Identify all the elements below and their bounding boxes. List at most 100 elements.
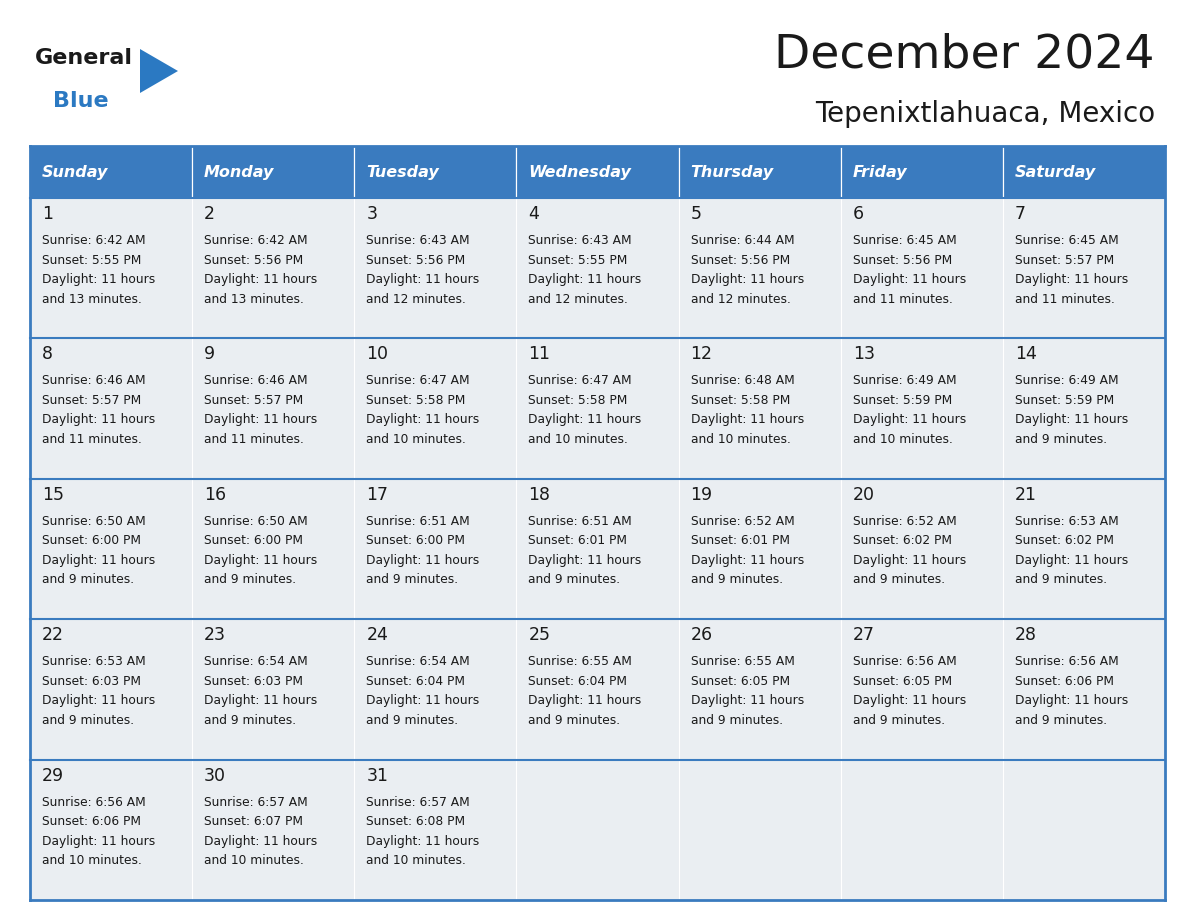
Bar [517, 198, 678, 339]
Text: and 12 minutes.: and 12 minutes. [529, 293, 628, 306]
Bar [192, 759, 354, 900]
Text: Sunset: 5:57 PM: Sunset: 5:57 PM [42, 394, 141, 407]
Text: Daylight: 11 hours: Daylight: 11 hours [42, 554, 156, 566]
Text: Daylight: 11 hours: Daylight: 11 hours [853, 694, 966, 707]
Text: 6: 6 [853, 205, 864, 223]
Text: Friday: Friday [853, 164, 908, 180]
Text: 31: 31 [366, 767, 388, 785]
Text: 29: 29 [42, 767, 64, 785]
Bar [1003, 620, 1165, 759]
Text: Daylight: 11 hours: Daylight: 11 hours [204, 273, 317, 286]
Text: Daylight: 11 hours: Daylight: 11 hours [690, 554, 804, 566]
Text: Sunrise: 6:45 AM: Sunrise: 6:45 AM [853, 234, 956, 247]
Bar [841, 620, 1003, 759]
Text: Sunrise: 6:43 AM: Sunrise: 6:43 AM [366, 234, 470, 247]
Text: and 9 minutes.: and 9 minutes. [529, 713, 620, 727]
Bar [1003, 198, 1165, 339]
Text: Sunset: 5:58 PM: Sunset: 5:58 PM [366, 394, 466, 407]
Text: 20: 20 [853, 486, 874, 504]
Text: Sunset: 6:08 PM: Sunset: 6:08 PM [366, 815, 466, 828]
Bar [30, 759, 192, 900]
Text: and 9 minutes.: and 9 minutes. [853, 574, 944, 587]
Text: 10: 10 [366, 345, 388, 364]
Text: Sunrise: 6:43 AM: Sunrise: 6:43 AM [529, 234, 632, 247]
Bar [517, 759, 678, 900]
Bar [841, 339, 1003, 479]
Text: Sunrise: 6:44 AM: Sunrise: 6:44 AM [690, 234, 795, 247]
Text: Daylight: 11 hours: Daylight: 11 hours [366, 694, 480, 707]
Text: and 11 minutes.: and 11 minutes. [853, 293, 953, 306]
Text: 14: 14 [1015, 345, 1037, 364]
Text: Sunset: 6:00 PM: Sunset: 6:00 PM [42, 534, 141, 547]
Text: and 9 minutes.: and 9 minutes. [529, 574, 620, 587]
Text: Daylight: 11 hours: Daylight: 11 hours [204, 694, 317, 707]
Text: Sunset: 6:02 PM: Sunset: 6:02 PM [853, 534, 952, 547]
Text: Daylight: 11 hours: Daylight: 11 hours [529, 413, 642, 426]
Text: and 9 minutes.: and 9 minutes. [42, 713, 134, 727]
Bar [678, 620, 841, 759]
Text: and 10 minutes.: and 10 minutes. [42, 854, 141, 868]
Text: Sunrise: 6:46 AM: Sunrise: 6:46 AM [42, 375, 146, 387]
Bar [1003, 479, 1165, 620]
Text: Daylight: 11 hours: Daylight: 11 hours [42, 413, 156, 426]
Text: Sunrise: 6:57 AM: Sunrise: 6:57 AM [204, 796, 308, 809]
Text: 3: 3 [366, 205, 378, 223]
Text: 12: 12 [690, 345, 713, 364]
Text: Daylight: 11 hours: Daylight: 11 hours [1015, 273, 1129, 286]
Text: Monday: Monday [204, 164, 274, 180]
Text: General: General [34, 48, 133, 68]
Text: Daylight: 11 hours: Daylight: 11 hours [42, 834, 156, 847]
Bar [30, 146, 192, 198]
Text: Daylight: 11 hours: Daylight: 11 hours [366, 554, 480, 566]
Text: Tuesday: Tuesday [366, 164, 440, 180]
Bar [30, 339, 192, 479]
Bar [678, 339, 841, 479]
Text: Sunrise: 6:46 AM: Sunrise: 6:46 AM [204, 375, 308, 387]
Text: Daylight: 11 hours: Daylight: 11 hours [1015, 694, 1129, 707]
Bar [354, 146, 517, 198]
Bar [678, 198, 841, 339]
Bar [517, 620, 678, 759]
Text: Sunset: 5:59 PM: Sunset: 5:59 PM [1015, 394, 1114, 407]
Text: and 9 minutes.: and 9 minutes. [366, 713, 459, 727]
Text: and 12 minutes.: and 12 minutes. [366, 293, 466, 306]
Text: Daylight: 11 hours: Daylight: 11 hours [690, 413, 804, 426]
Text: Sunrise: 6:51 AM: Sunrise: 6:51 AM [529, 515, 632, 528]
Text: Sunset: 6:01 PM: Sunset: 6:01 PM [529, 534, 627, 547]
Text: 25: 25 [529, 626, 550, 644]
Bar [517, 146, 678, 198]
Text: Sunset: 5:55 PM: Sunset: 5:55 PM [42, 253, 141, 266]
Text: Sunset: 6:04 PM: Sunset: 6:04 PM [529, 675, 627, 688]
Text: Daylight: 11 hours: Daylight: 11 hours [853, 554, 966, 566]
Text: Sunset: 5:55 PM: Sunset: 5:55 PM [529, 253, 627, 266]
Bar [517, 479, 678, 620]
Bar [192, 339, 354, 479]
Text: and 9 minutes.: and 9 minutes. [366, 574, 459, 587]
Text: 21: 21 [1015, 486, 1037, 504]
Text: 22: 22 [42, 626, 64, 644]
Text: Sunrise: 6:55 AM: Sunrise: 6:55 AM [529, 655, 632, 668]
Text: 16: 16 [204, 486, 226, 504]
Text: Sunday: Sunday [42, 164, 108, 180]
Text: Sunrise: 6:52 AM: Sunrise: 6:52 AM [690, 515, 795, 528]
Text: and 10 minutes.: and 10 minutes. [204, 854, 304, 868]
Text: Daylight: 11 hours: Daylight: 11 hours [529, 694, 642, 707]
Text: and 9 minutes.: and 9 minutes. [690, 713, 783, 727]
Text: 24: 24 [366, 626, 388, 644]
Polygon shape [140, 49, 178, 93]
Text: Sunset: 5:56 PM: Sunset: 5:56 PM [366, 253, 466, 266]
Text: and 10 minutes.: and 10 minutes. [529, 433, 628, 446]
Text: Sunset: 5:56 PM: Sunset: 5:56 PM [853, 253, 952, 266]
Text: Sunset: 6:05 PM: Sunset: 6:05 PM [853, 675, 952, 688]
Text: Sunrise: 6:56 AM: Sunrise: 6:56 AM [1015, 655, 1119, 668]
Text: Daylight: 11 hours: Daylight: 11 hours [529, 554, 642, 566]
Text: and 9 minutes.: and 9 minutes. [1015, 574, 1107, 587]
Text: Sunset: 6:01 PM: Sunset: 6:01 PM [690, 534, 790, 547]
Text: Sunrise: 6:42 AM: Sunrise: 6:42 AM [42, 234, 146, 247]
Text: Sunrise: 6:52 AM: Sunrise: 6:52 AM [853, 515, 956, 528]
Text: Sunrise: 6:51 AM: Sunrise: 6:51 AM [366, 515, 470, 528]
Bar [841, 759, 1003, 900]
Bar [192, 198, 354, 339]
Text: 13: 13 [853, 345, 874, 364]
Text: Sunset: 6:02 PM: Sunset: 6:02 PM [1015, 534, 1114, 547]
